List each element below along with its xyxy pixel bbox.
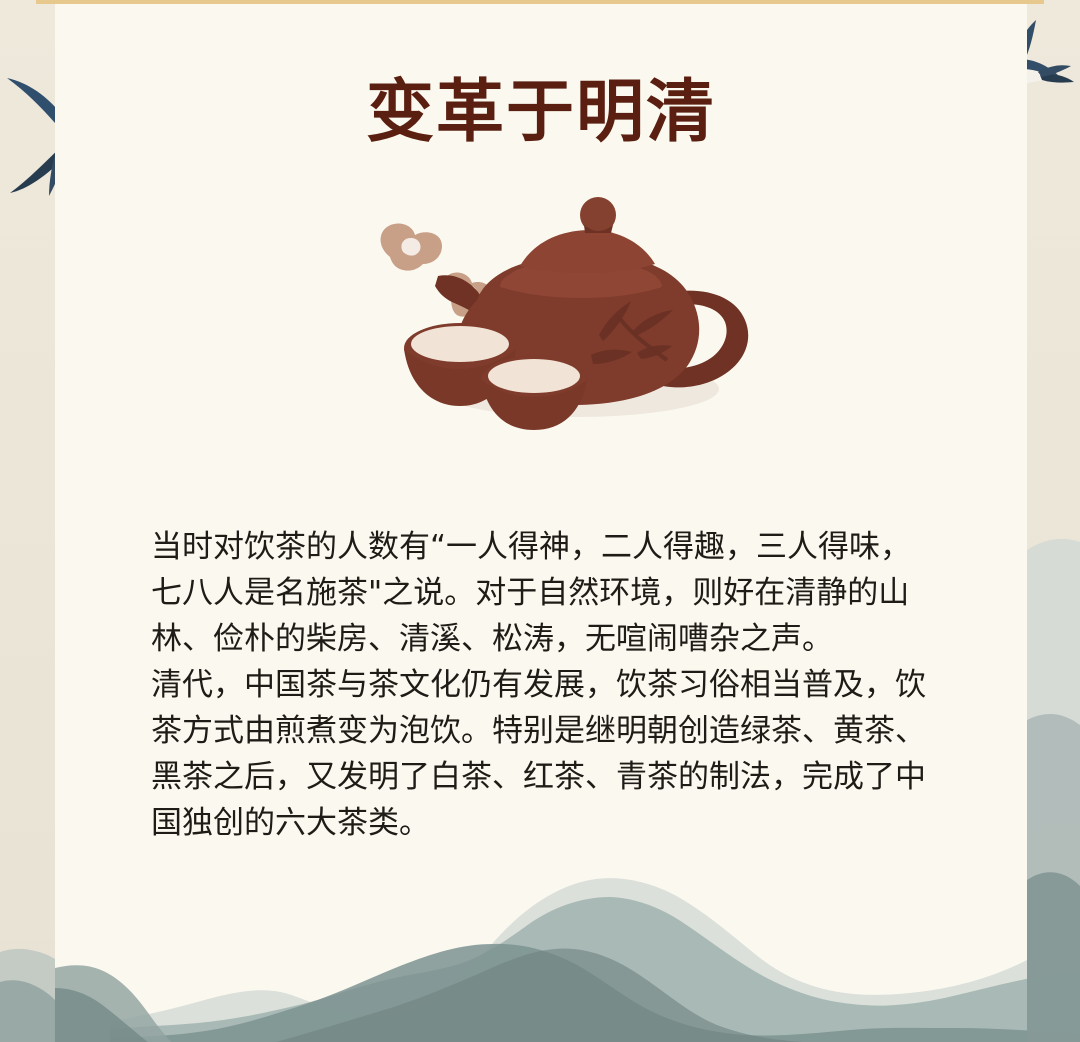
tea-set-illustration <box>380 197 749 430</box>
teacup-left-icon <box>404 323 516 406</box>
content-panel: 变革于明清 <box>55 4 1080 1042</box>
mountain-range-left <box>0 948 55 1042</box>
page-title: 变革于明清 <box>365 73 716 152</box>
top-border-line <box>36 0 1044 4</box>
body-text: 当时对饮茶的人数有“一人得神，二人得趣，三人得味， 七八人是名施茶"之说。对于自… <box>151 529 926 841</box>
mountain-range-right <box>1027 538 1080 1042</box>
mountain-range-left-in-panel <box>55 965 172 1042</box>
mountain-range-bottom <box>110 878 1080 1042</box>
teacup-right-icon <box>481 356 587 430</box>
